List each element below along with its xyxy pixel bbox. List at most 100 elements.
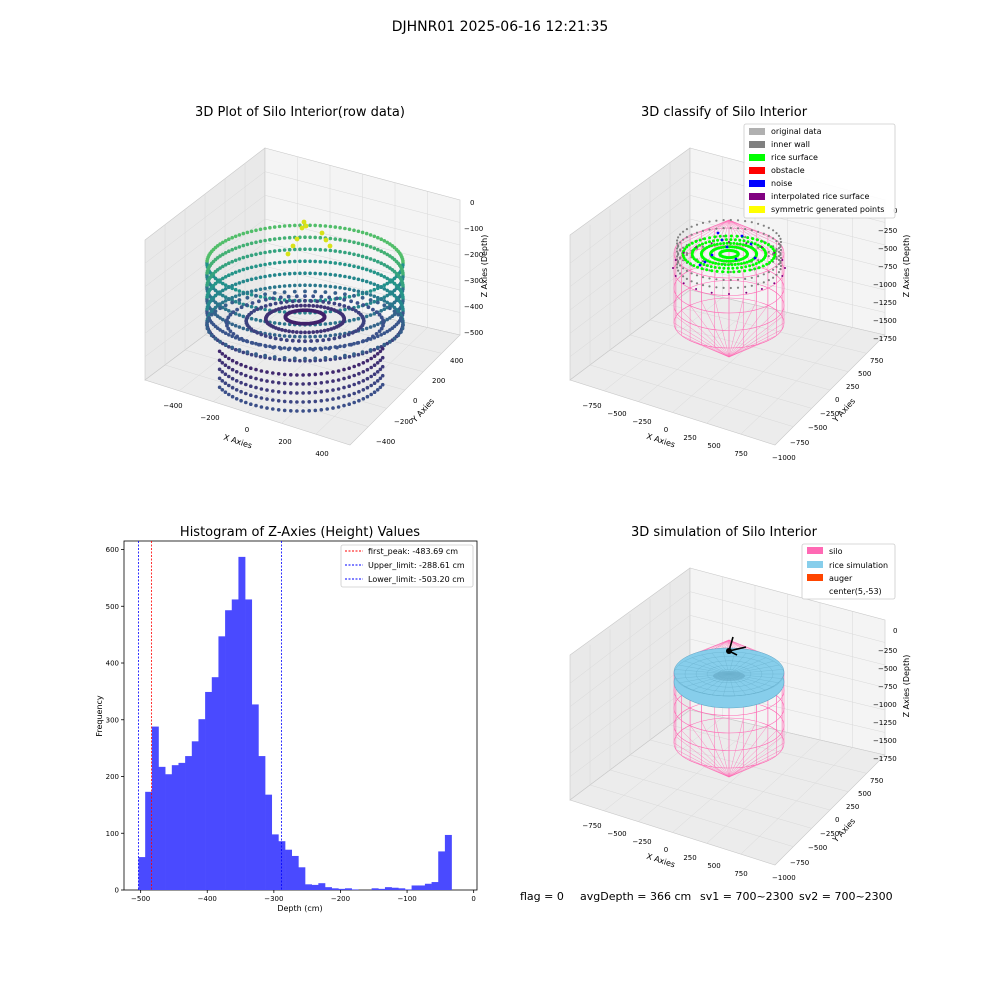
raw-data-point [227,374,231,379]
raw-data-point [223,363,228,368]
raw-data-point [223,239,228,243]
histogram-bar [265,794,273,890]
inner-wall-point [701,221,705,224]
raw-data-point [289,373,293,377]
raw-data-point [227,285,231,290]
raw-data-point [295,391,299,395]
raw-data-point [318,259,323,264]
raw-data-point [328,236,333,241]
rice-surface-point [736,262,740,266]
histogram-bar [271,834,279,890]
rice-surface-point [735,242,739,246]
raw-data-point [237,269,242,273]
rice-surface-point [709,265,713,269]
inner-wall-point [679,233,682,236]
flag-text: flag = 0 [520,890,564,903]
raw-data-point [333,321,338,325]
raw-data-point [356,352,361,357]
raw-data-point [356,265,361,270]
simulation-3d-xtick: 750 [734,870,747,878]
raw-data-point [347,294,352,299]
classify-3d-title: 3D classify of Silo Interior [641,105,808,120]
legend-swatch-interpolated [749,193,765,200]
raw-data-point [303,298,307,303]
raw-data-point [258,275,263,280]
raw-data-point [313,283,318,288]
inner-wall-point [779,260,782,263]
raw-3d-title: 3D Plot of Silo Interior(row data) [195,105,405,120]
histogram-bar [211,677,219,890]
raw-data-point [336,369,341,373]
raw-data-point [368,301,373,305]
histogram-xtick-label: −500 [131,895,150,903]
raw-data-point [323,237,329,243]
raw-data-point [338,261,342,266]
rice-surface-point [724,259,728,263]
raw-data-point [380,382,385,387]
rice-surface-point [708,240,711,244]
raw-data-point [319,329,323,334]
raw-data-point [308,346,312,351]
raw-data-point [332,326,336,330]
raw-data-point [378,376,383,381]
raw-data-point [352,276,356,281]
inner-wall-point [701,229,705,232]
interpolated-point [695,246,698,248]
rice-surface-point [755,238,759,242]
rice-surface-point [745,260,749,264]
raw-data-point [287,329,291,334]
raw-data-point [308,334,312,339]
raw-data-point [249,393,253,398]
classify-3d-ytick: 250 [846,383,859,391]
rice-surface-point [723,263,727,267]
rice-surface-point [692,264,696,268]
inner-wall-point [682,267,685,270]
raw-data-point [356,229,361,234]
silo-center-marker [726,648,732,654]
legend-label: auger [829,574,853,583]
rice-surface-point [757,266,761,270]
raw-data-point [321,299,326,304]
raw-data-point [223,275,228,279]
rice-surface-point [701,242,704,246]
raw-data-point [352,391,357,396]
simulation-3d-ztick: −750 [878,683,897,691]
raw-data-point [291,304,295,309]
rice-surface-point [751,263,755,267]
inner-wall-point [757,275,760,278]
histogram-xtick-label: −100 [397,895,416,903]
raw-data-point [303,348,307,352]
inner-wall-point [695,274,699,277]
simulation-3d-ztick: −250 [878,647,897,655]
raw-data-point [368,269,373,273]
raw-data-point [368,289,373,293]
inner-wall-point [779,240,783,244]
raw-data-point [337,302,342,307]
raw-data-point [319,372,324,376]
histogram-bar [371,888,379,890]
inner-wall-point [676,242,679,245]
raw-data-point [376,271,380,276]
raw-data-point [322,305,327,310]
raw-data-point [325,371,330,375]
raw-data-point [337,335,342,340]
raw-data-point [303,235,307,239]
raw-data-point [241,350,246,355]
classify-3d-ytick: 0 [835,396,839,404]
rice-surface-point [761,264,765,268]
grid-line [740,327,853,435]
raw-data-point [241,243,246,248]
raw-data-point [209,333,214,338]
raw-data-point [293,334,297,339]
raw-data-point [282,236,287,240]
raw-data-point [333,237,338,241]
raw-data-point [298,271,302,276]
inner-wall-point [777,271,781,274]
raw-data-point [379,333,384,337]
inner-wall-point [777,250,781,253]
inner-wall-point [772,245,775,248]
raw-data-point [382,287,387,291]
inner-wall-point [736,227,740,230]
raw-data-point [245,266,250,271]
raw-data-point [303,283,307,288]
